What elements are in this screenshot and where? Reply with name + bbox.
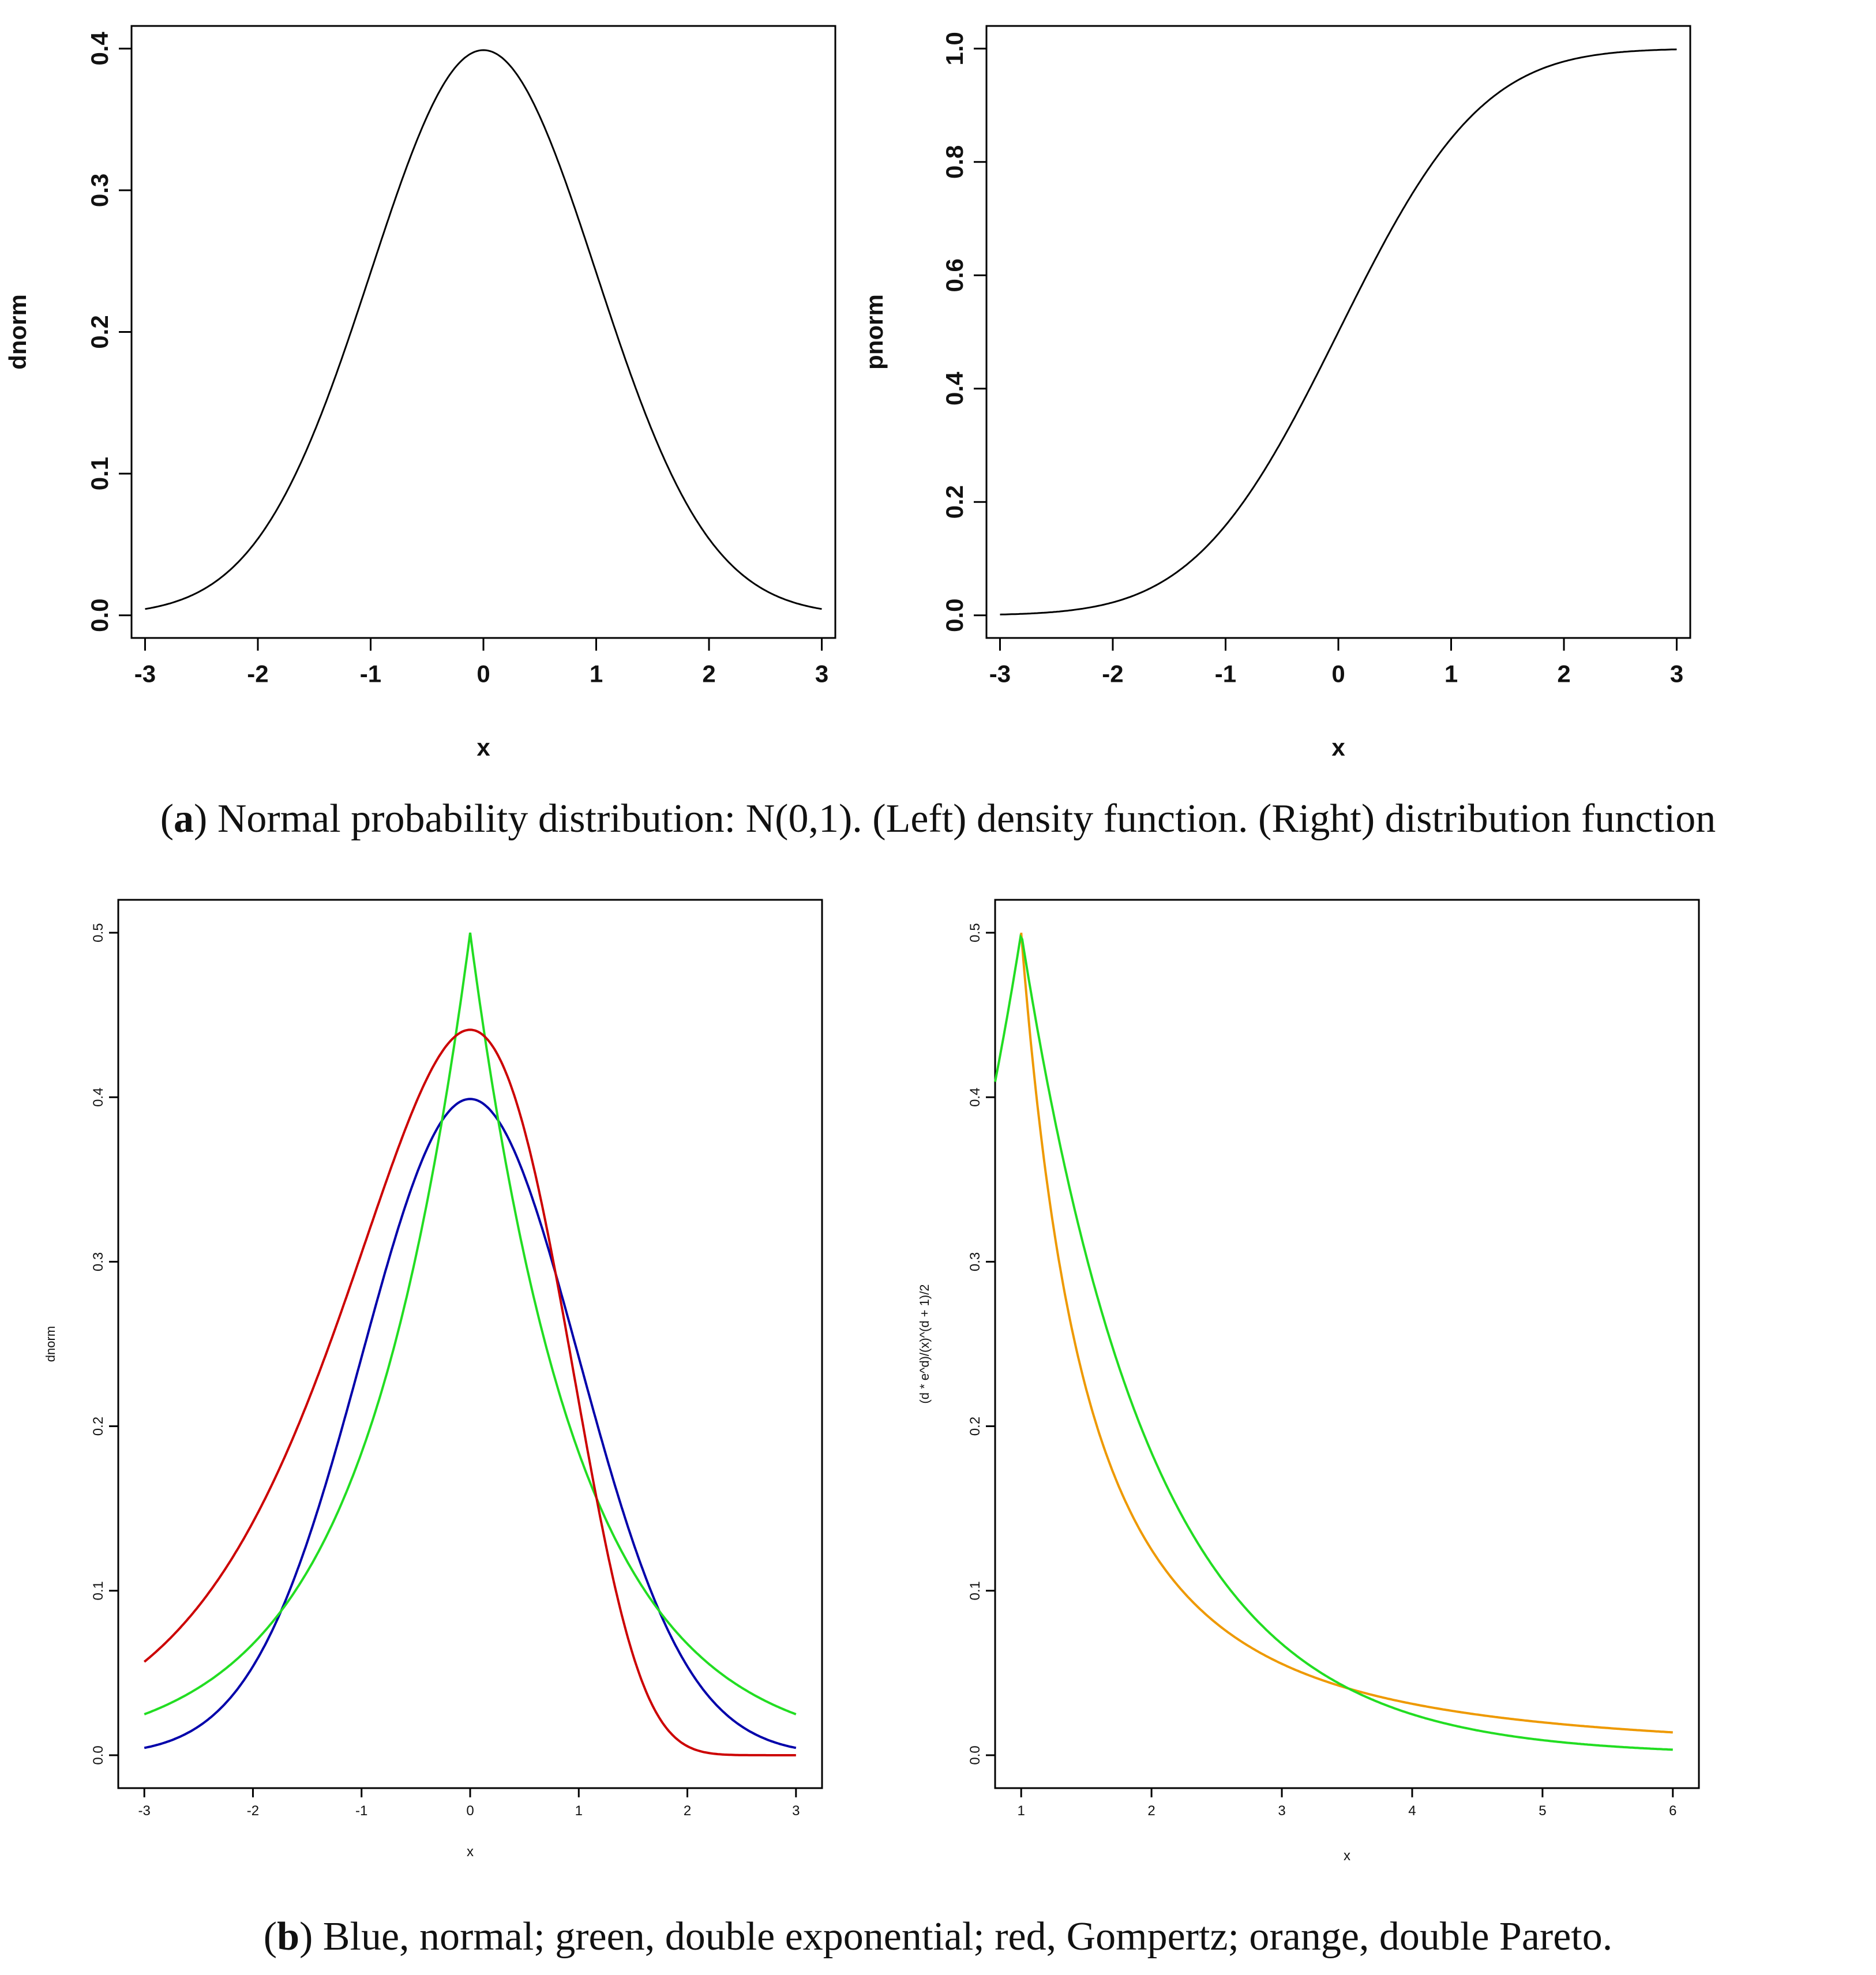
x-tick-label: -2 <box>1102 660 1123 688</box>
chart-b-left: -3 -2 -1 0 1 2 3 x 0.0 0.1 0.2 0.3 0.4 0.5 dnorm <box>43 899 823 1860</box>
x-tick-label: 5 <box>1539 1803 1546 1819</box>
x-tick-label: -1 <box>355 1803 367 1819</box>
caption-b: (b) Blue, normal; green, double exponent… <box>263 1914 1613 1959</box>
y-axis: 0.0 0.1 0.2 0.3 0.4 0.5 (d * e^d)/(x)^(d + 1)/… <box>917 923 996 1765</box>
y-axis-label: dnorm <box>43 1326 58 1362</box>
chart-a-left: -3 -2 -1 0 1 2 3 x 0.0 0.1 0.2 0.3 0.4 dnorm <box>4 25 836 761</box>
y-tick-label: 0.3 <box>86 174 113 207</box>
chart-b-right: 1 2 3 4 5 6 x 0.0 0.1 0.2 0.3 0.4 0.5 (d * e^d)/(x)^(… <box>917 899 1700 1864</box>
y-tick-label: 1.0 <box>941 32 968 65</box>
series-gompertz-line <box>143 1028 796 1756</box>
y-tick-label: 0.2 <box>967 1417 983 1436</box>
y-axis-label: dnorm <box>4 294 31 370</box>
x-tick-label: 2 <box>1147 1803 1155 1819</box>
y-axis: 0.0 0.1 0.2 0.3 0.4 0.5 dnorm <box>43 923 119 1765</box>
x-tick-label: 2 <box>1557 660 1570 688</box>
y-axis-label: (d * e^d)/(x)^(d + 1)/2 <box>917 1284 932 1403</box>
x-axis: -3 -2 -1 0 1 2 3 x <box>134 637 828 761</box>
series-normal-line <box>144 1098 797 1749</box>
x-tick-label: -3 <box>134 660 156 688</box>
plot-frame <box>130 25 836 639</box>
x-tick-label: 2 <box>684 1803 691 1819</box>
x-tick-label: -2 <box>247 1803 259 1819</box>
caption-a-text: ) Normal probability distribution: N(0,1… <box>194 797 1716 841</box>
y-tick-label: 0.4 <box>967 1088 983 1107</box>
x-tick-label: -3 <box>138 1803 151 1819</box>
plot-frame <box>994 899 1700 1789</box>
y-axis: 0.0 0.2 0.4 0.6 0.8 1.0 pnorm <box>861 32 988 632</box>
x-tick-label: 1 <box>590 660 603 688</box>
x-axis-label: x <box>1344 1848 1350 1864</box>
x-tick-label: 3 <box>792 1803 800 1819</box>
y-axis-label: pnorm <box>861 294 888 370</box>
y-tick-label: 0.3 <box>91 1252 106 1271</box>
x-tick-label: 3 <box>1670 660 1683 688</box>
x-axis-label: x <box>1331 734 1345 761</box>
y-tick-label: 0.4 <box>941 371 968 405</box>
x-tick-label: 0 <box>466 1803 474 1819</box>
series-pnorm-line <box>1000 48 1677 615</box>
series-double-exponential-line <box>144 932 797 1715</box>
y-tick-label: 0.4 <box>91 1088 106 1107</box>
x-axis-label: x <box>467 1844 474 1860</box>
x-tick-label: 3 <box>1278 1803 1285 1819</box>
x-tick-label: 2 <box>702 660 715 688</box>
y-tick-label: 0.0 <box>967 1745 983 1764</box>
caption-b-letter: b <box>277 1914 299 1959</box>
y-tick-label: 0.0 <box>91 1745 106 1764</box>
x-tick-label: 1 <box>575 1803 583 1819</box>
x-tick-label: 0 <box>476 660 490 688</box>
x-axis-label: x <box>476 734 490 761</box>
chart-a-right: -3 -2 -1 0 1 2 3 x 0.0 0.2 0.4 0.6 0.8 1.0 pnorm <box>861 25 1691 761</box>
y-tick-label: 0.6 <box>941 258 968 292</box>
y-axis: 0.0 0.1 0.2 0.3 0.4 dnorm <box>4 31 133 632</box>
x-tick-label: 3 <box>815 660 828 688</box>
x-tick-label: 1 <box>1444 660 1458 688</box>
x-axis: -3 -2 -1 0 1 2 3 x <box>138 1787 800 1860</box>
x-tick-label: -1 <box>1215 660 1236 688</box>
y-tick-label: 0.5 <box>91 923 106 942</box>
y-tick-label: 0.1 <box>967 1581 983 1600</box>
series-double-exponential-line <box>994 933 1673 1751</box>
x-tick-label: 1 <box>1018 1803 1025 1819</box>
x-axis: 1 2 3 4 5 6 x <box>1018 1787 1676 1864</box>
y-tick-label: 0.2 <box>91 1417 106 1436</box>
y-tick-label: 0.2 <box>941 485 968 519</box>
x-tick-label: -1 <box>360 660 381 688</box>
x-tick-label: -2 <box>247 660 268 688</box>
caption-a-letter: a <box>174 797 194 841</box>
y-tick-label: 0.5 <box>967 923 983 942</box>
y-tick-label: 0.4 <box>86 31 113 65</box>
x-tick-label: 0 <box>1331 660 1345 688</box>
series-dnorm-line <box>145 49 822 610</box>
x-tick-label: 6 <box>1669 1803 1676 1819</box>
series-double-pareto-line <box>1020 932 1673 1734</box>
plot-frame <box>117 899 823 1789</box>
caption-b-text: ) Blue, normal; green, double exponentia… <box>299 1914 1613 1959</box>
x-tick-label: -3 <box>989 660 1011 688</box>
y-tick-label: 0.1 <box>91 1581 106 1600</box>
y-tick-label: 0.0 <box>86 599 113 632</box>
x-tick-label: 4 <box>1408 1803 1416 1819</box>
y-tick-label: 0.3 <box>967 1252 983 1271</box>
y-tick-label: 0.2 <box>86 315 113 348</box>
y-tick-label: 0.0 <box>941 599 968 632</box>
caption-a: (a) Normal probability distribution: N(0… <box>160 797 1716 841</box>
y-tick-label: 0.1 <box>86 457 113 490</box>
y-tick-label: 0.8 <box>941 145 968 179</box>
x-axis: -3 -2 -1 0 1 2 3 x <box>989 637 1683 761</box>
